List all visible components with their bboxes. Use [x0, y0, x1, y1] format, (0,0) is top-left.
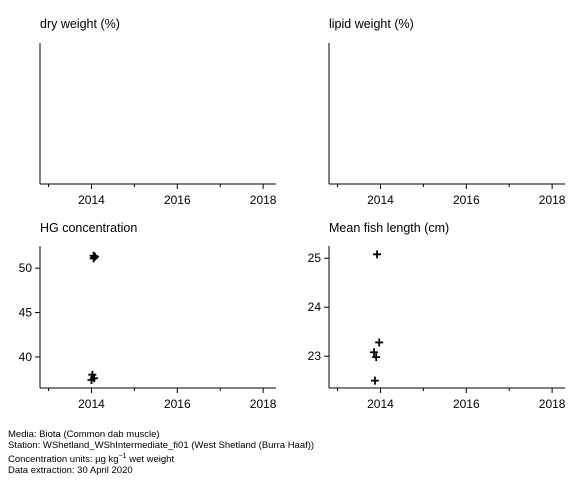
data-point [372, 353, 381, 362]
data-point [370, 348, 379, 357]
footer-media: Media: Biota (Common dab muscle) [8, 429, 160, 440]
x-tick-label: 2018 [539, 397, 566, 411]
x-tick-label: 2016 [453, 397, 480, 411]
data-point [87, 376, 96, 385]
panel-title: lipid weight (%) [329, 17, 414, 31]
y-tick-label: 40 [19, 350, 33, 364]
x-tick-label: 2018 [250, 193, 277, 207]
y-tick-label: 50 [19, 261, 33, 275]
footer-units-superscript: −1 [118, 453, 127, 460]
y-tick-label: 24 [308, 300, 322, 314]
panel-2: lipid weight (%) 2014 2016 2018 [328, 17, 566, 207]
footer-units-suffix: wet weight [126, 454, 175, 465]
x-tick-label: 2016 [164, 397, 191, 411]
data-point [375, 338, 384, 347]
panel-4: Mean fish length (cm) 2014 2016 2018 23 24 25 [308, 221, 566, 411]
data-point [90, 252, 99, 261]
panel-title: Mean fish length (cm) [329, 221, 449, 235]
x-tick-label: 2014 [367, 193, 394, 207]
panel-1: dry weight (%) 2014 2016 2018 [39, 17, 277, 207]
x-tick-label: 2014 [78, 193, 105, 207]
x-tick-label: 2014 [367, 397, 394, 411]
panel-title: dry weight (%) [40, 17, 120, 31]
x-tick-label: 2016 [453, 193, 480, 207]
x-tick-label: 2014 [78, 397, 105, 411]
footer-station: Station: WShetland_WShIntermediate_fi01 … [8, 440, 315, 451]
panel-3: HG concentration 2014 2016 2018 40 45 50 [19, 221, 277, 411]
x-tick-label: 2018 [250, 397, 277, 411]
footer-extraction: Data extraction: 30 April 2020 [8, 465, 133, 476]
footer-notes: Media: Biota (Common dab muscle) Station… [8, 429, 314, 476]
y-tick-label: 45 [19, 306, 33, 320]
footer-units-prefix: Concentration units: µg kg [8, 454, 119, 465]
y-tick-label: 25 [308, 251, 322, 265]
y-tick-label: 23 [308, 349, 322, 363]
panel-title: HG concentration [40, 221, 137, 235]
data-point [370, 376, 379, 385]
footer-units: Concentration units: µg kg−1 wet weight [8, 451, 314, 465]
data-point [89, 254, 98, 263]
x-tick-label: 2018 [539, 193, 566, 207]
x-tick-label: 2016 [164, 193, 191, 207]
data-point [373, 250, 382, 259]
